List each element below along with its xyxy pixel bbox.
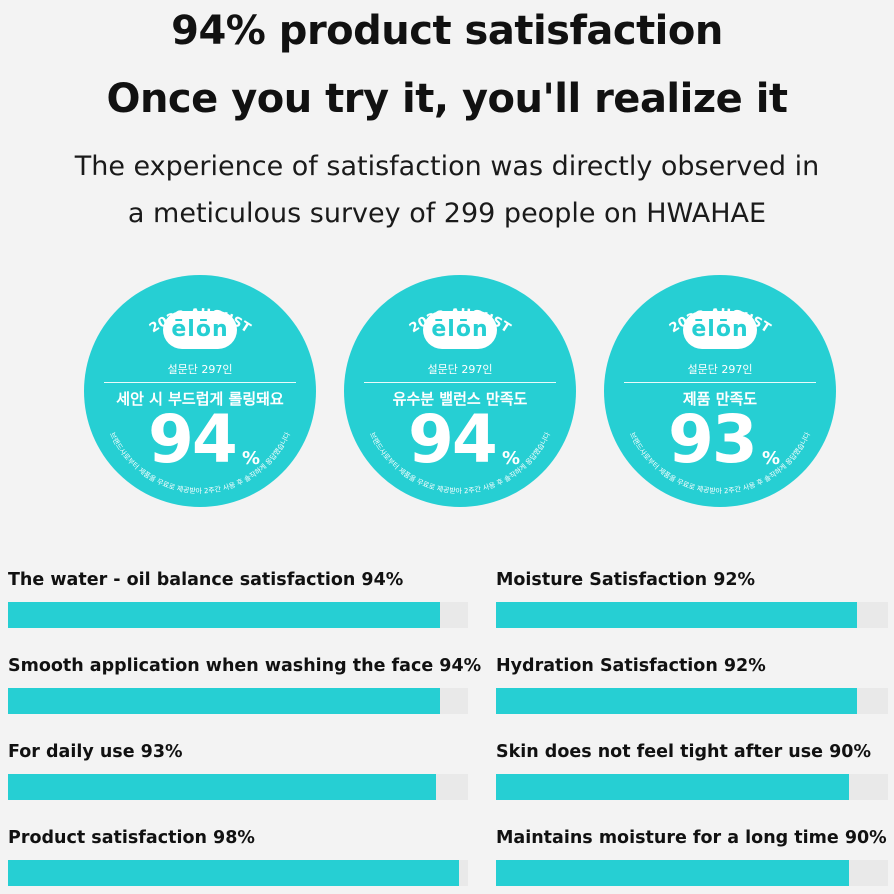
survey-badge-2: 2023 AUGUST 브랜드사로부터 제품을 무료로 제공받아 2주간 사용 … xyxy=(344,275,576,507)
brand-logo: ēlōn xyxy=(163,311,237,349)
subheadline-line-2: a meticulous survey of 299 people on HWA… xyxy=(127,198,767,229)
stat-label-water-oil-balance: The water - oil balance satisfaction 94% xyxy=(8,570,404,590)
badge-unit: % xyxy=(502,448,521,469)
survey-badge-3: 2023 AUGUST 브랜드사로부터 제품을 무료로 제공받아 2주간 사용 … xyxy=(604,275,836,507)
stat-bar-fill xyxy=(8,860,459,886)
stat-bar-track xyxy=(496,602,888,628)
stat-label-moisture: Moisture Satisfaction 92% xyxy=(496,570,756,590)
stat-label-daily-use: For daily use 93% xyxy=(8,742,183,762)
badge-metric: 세안 시 부드럽게 롤링돼요 xyxy=(116,390,284,408)
badge-value: 94 xyxy=(408,401,498,478)
stat-label-long-moisture: Maintains moisture for a long time 90% xyxy=(496,828,887,848)
stat-bar-track xyxy=(8,688,468,714)
stat-bar-fill xyxy=(8,774,436,800)
stat-bar-fill xyxy=(496,688,857,714)
stat-bar-fill xyxy=(496,774,849,800)
headline-line-2: Once you try it, you'll realize it xyxy=(106,76,788,122)
badge-value: 93 xyxy=(668,401,758,478)
stat-bar-fill xyxy=(8,602,441,628)
stat-bar-track xyxy=(496,860,888,886)
headline-line-1: 94% product satisfaction xyxy=(171,8,723,54)
badge-unit: % xyxy=(762,448,781,469)
stat-bar-fill xyxy=(8,688,441,714)
stat-label-hydration: Hydration Satisfaction 92% xyxy=(496,656,766,676)
badge-value: 94 xyxy=(148,401,238,478)
stat-bar-track xyxy=(8,602,468,628)
badge-ring-text: 2023 AUGUST 브랜드사로부터 제품을 무료로 제공받아 2주간 사용 … xyxy=(368,307,552,496)
badge-unit: % xyxy=(242,448,261,469)
stat-label-not-tight: Skin does not feel tight after use 90% xyxy=(496,742,872,762)
badge-respondents: 설문단 297인 xyxy=(167,363,233,376)
stat-bar-fill xyxy=(496,602,857,628)
stat-bar-fill xyxy=(496,860,849,886)
brand-logo: ēlōn xyxy=(423,311,497,349)
stat-bar-track xyxy=(8,774,468,800)
survey-badge-1: 2023 AUGUST 브랜드사로부터 제품을 무료로 제공받아 2주간 사용 … xyxy=(84,275,316,507)
subheadline-line-1: The experience of satisfaction was direc… xyxy=(74,151,820,182)
stat-label-product-satisfaction: Product satisfaction 98% xyxy=(8,828,255,848)
stat-bar-track xyxy=(496,688,888,714)
stat-label-smooth-application: Smooth application when washing the face… xyxy=(8,656,482,676)
stat-bar-track xyxy=(496,774,888,800)
badge-divider xyxy=(364,382,556,383)
badge-metric: 유수분 밸런스 만족도 xyxy=(392,390,528,408)
badge-divider xyxy=(104,382,296,383)
badge-respondents: 설문단 297인 xyxy=(687,363,753,376)
badge-metric: 제품 만족도 xyxy=(682,390,758,408)
badge-respondents: 설문단 297인 xyxy=(427,363,493,376)
brand-logo: ēlōn xyxy=(683,311,757,349)
stat-bar-track xyxy=(8,860,468,886)
badge-divider xyxy=(624,382,816,383)
